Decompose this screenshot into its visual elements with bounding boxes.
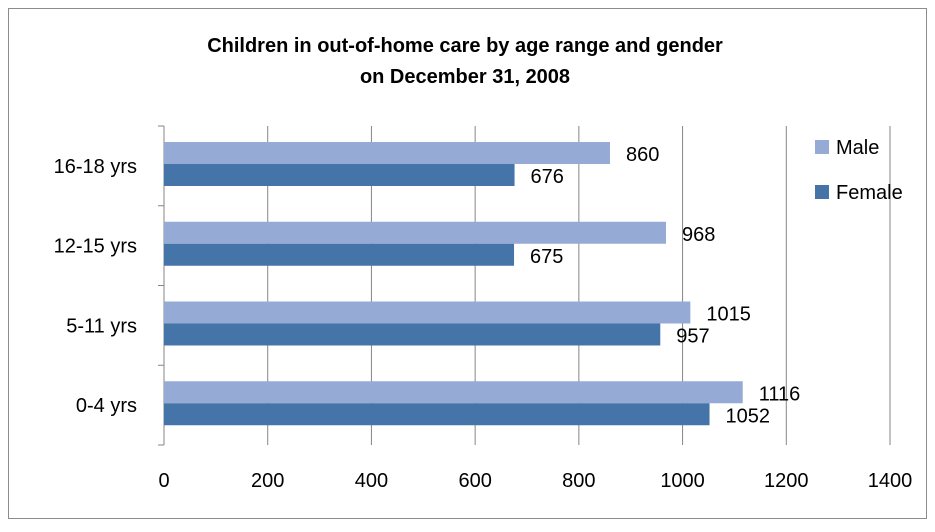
x-tick-label: 200 xyxy=(251,470,284,492)
bar-female xyxy=(164,403,710,426)
category-label: 12-15 yrs xyxy=(54,236,137,258)
x-tick-label: 1000 xyxy=(660,470,705,492)
data-label: 675 xyxy=(530,246,563,268)
bar-female xyxy=(164,323,661,346)
data-label: 1015 xyxy=(706,304,751,326)
x-tick-labels: 0 200 400 600 800 1000 1200 1400 xyxy=(158,470,912,492)
x-tick-label: 1200 xyxy=(764,470,809,492)
category-label: 5-11 yrs xyxy=(66,315,137,337)
data-label: 860 xyxy=(626,144,659,166)
category-label: 0-4 yrs xyxy=(76,395,137,417)
chart-subtitle: on December 31, 2008 xyxy=(360,66,570,88)
bar-male xyxy=(164,142,610,164)
legend-label-female: Female xyxy=(836,182,903,204)
legend: Male Female xyxy=(815,137,903,204)
bar-male xyxy=(164,221,666,244)
bars xyxy=(164,142,743,426)
data-label: 676 xyxy=(531,166,564,188)
data-label: 1052 xyxy=(726,405,771,427)
category-labels: 16-18 yrs 12-15 yrs 5-11 yrs 0-4 yrs xyxy=(54,156,137,417)
category-label: 16-18 yrs xyxy=(54,156,137,178)
bar-female xyxy=(164,243,515,266)
data-label: 968 xyxy=(682,224,715,246)
x-tick-label: 0 xyxy=(158,470,169,492)
bar-male xyxy=(164,301,691,324)
x-tick-label: 1400 xyxy=(868,470,913,492)
legend-swatch-male xyxy=(815,140,829,154)
data-label: 1116 xyxy=(759,383,801,405)
legend-label-male: Male xyxy=(836,137,879,159)
x-tick-label: 800 xyxy=(562,470,595,492)
bar-male xyxy=(164,381,743,404)
chart-title: Children in out-of-home care by age rang… xyxy=(207,35,723,57)
x-tick-label: 400 xyxy=(355,470,388,492)
legend-swatch-female xyxy=(815,185,829,199)
bar-female xyxy=(164,164,515,186)
x-tick-label: 600 xyxy=(458,470,491,492)
data-label: 957 xyxy=(676,326,709,348)
